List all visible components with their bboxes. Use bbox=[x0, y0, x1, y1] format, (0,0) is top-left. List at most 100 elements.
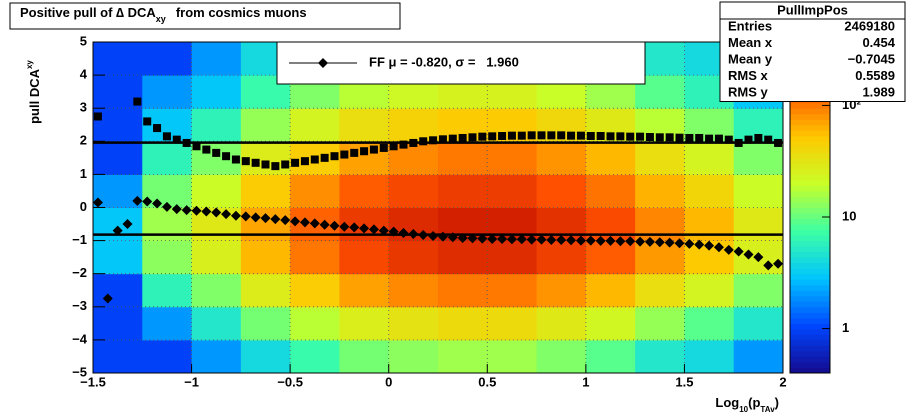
square-marker bbox=[202, 145, 211, 154]
color-bar-step bbox=[790, 361, 830, 368]
diamond-marker bbox=[378, 225, 389, 236]
square-marker bbox=[281, 160, 290, 169]
diamond-marker bbox=[635, 236, 646, 247]
diamond-marker bbox=[221, 209, 232, 220]
color-bar-step bbox=[790, 213, 830, 220]
color-bar-step bbox=[790, 190, 830, 197]
heat-cell bbox=[536, 306, 587, 341]
heat-cell bbox=[93, 42, 143, 76]
square-marker bbox=[251, 158, 260, 167]
heat-cell bbox=[585, 339, 636, 373]
color-bar-step bbox=[790, 345, 830, 352]
color-bar-step bbox=[790, 185, 830, 192]
diamond-marker bbox=[763, 260, 774, 271]
heat-cell bbox=[240, 306, 291, 341]
heat-cell bbox=[191, 108, 242, 142]
heat-cell bbox=[733, 273, 783, 308]
y-tick-label: −3 bbox=[72, 298, 87, 313]
diamond-marker bbox=[211, 207, 222, 218]
color-bar-step bbox=[790, 251, 830, 258]
heat-cell bbox=[93, 207, 143, 242]
heat-cell bbox=[438, 306, 488, 341]
diamond-marker bbox=[171, 204, 182, 215]
square-marker bbox=[350, 148, 359, 157]
diamond-marker bbox=[773, 258, 784, 269]
x-tick-label: 0.5 bbox=[478, 374, 496, 389]
diamond-marker bbox=[349, 222, 360, 233]
heat-cell bbox=[684, 273, 735, 308]
diamond-marker bbox=[418, 229, 429, 240]
diamond-marker bbox=[132, 195, 143, 206]
heat-cell bbox=[290, 108, 340, 142]
diamond-marker bbox=[575, 235, 586, 246]
heat-cell bbox=[536, 339, 587, 373]
stats-value: 2469180 bbox=[844, 19, 895, 34]
y-tick-label: 5 bbox=[80, 33, 87, 48]
diamond-marker bbox=[122, 219, 133, 230]
heat-cell bbox=[635, 141, 685, 175]
y-tick-label: −5 bbox=[72, 364, 87, 379]
stats-key: Entries bbox=[728, 19, 772, 34]
diamond-marker bbox=[546, 234, 557, 245]
diamond-marker bbox=[536, 234, 547, 245]
title-box bbox=[9, 2, 401, 30]
heat-cell bbox=[142, 42, 193, 76]
diamond-marker bbox=[477, 233, 488, 244]
diamond-marker bbox=[102, 293, 113, 304]
label-sub: TAv bbox=[760, 405, 775, 414]
color-bar-step bbox=[790, 174, 830, 181]
heat-cell bbox=[388, 273, 439, 308]
square-marker bbox=[626, 132, 635, 141]
diamond-marker bbox=[240, 211, 251, 222]
square-marker bbox=[291, 158, 300, 167]
square-marker bbox=[527, 131, 536, 140]
color-bar-step bbox=[790, 235, 830, 242]
diamond-marker bbox=[713, 242, 724, 253]
heat-cell bbox=[635, 174, 685, 208]
heat-cell bbox=[290, 174, 340, 208]
heat-cell bbox=[240, 339, 291, 373]
heat-cell bbox=[388, 174, 439, 208]
diamond-marker bbox=[309, 218, 320, 229]
heat-cell bbox=[585, 141, 636, 175]
square-marker bbox=[576, 131, 585, 140]
diamond-marker bbox=[753, 252, 764, 263]
diamond-marker bbox=[556, 234, 567, 245]
square-marker bbox=[320, 153, 329, 162]
color-bar-step bbox=[790, 268, 830, 275]
square-marker bbox=[547, 131, 556, 140]
color-bar-step bbox=[790, 102, 830, 109]
square-marker bbox=[93, 112, 102, 121]
heat-cell bbox=[585, 207, 636, 242]
diamond-marker bbox=[457, 232, 468, 243]
color-bar-step bbox=[790, 113, 830, 120]
diamond-marker bbox=[260, 213, 271, 224]
square-marker bbox=[665, 133, 674, 142]
heat-cell bbox=[93, 306, 143, 341]
square-marker bbox=[774, 138, 783, 147]
diamond-marker bbox=[201, 206, 212, 217]
stats-value: −0.7045 bbox=[848, 52, 895, 67]
diamond-marker bbox=[654, 237, 665, 248]
heat-cell bbox=[536, 141, 587, 175]
heat-cell bbox=[240, 273, 291, 308]
diamond-marker bbox=[181, 205, 192, 216]
square-marker bbox=[409, 138, 418, 147]
heat-cell bbox=[93, 240, 143, 275]
diamond-marker bbox=[664, 237, 675, 248]
color-bar-step bbox=[790, 218, 830, 225]
heat-cell bbox=[438, 339, 488, 373]
heat-cell bbox=[339, 273, 390, 308]
stats-key: RMS y bbox=[728, 85, 769, 100]
diamond-marker bbox=[339, 221, 350, 232]
diamond-marker bbox=[595, 235, 606, 246]
square-marker bbox=[655, 133, 664, 142]
diamond-marker bbox=[112, 225, 123, 236]
diamond-marker bbox=[704, 240, 715, 251]
color-bar-step bbox=[790, 295, 830, 302]
square-marker bbox=[241, 157, 250, 166]
title-sub: xy bbox=[156, 14, 166, 24]
heat-cell bbox=[684, 306, 735, 341]
heat-cell bbox=[388, 306, 439, 341]
